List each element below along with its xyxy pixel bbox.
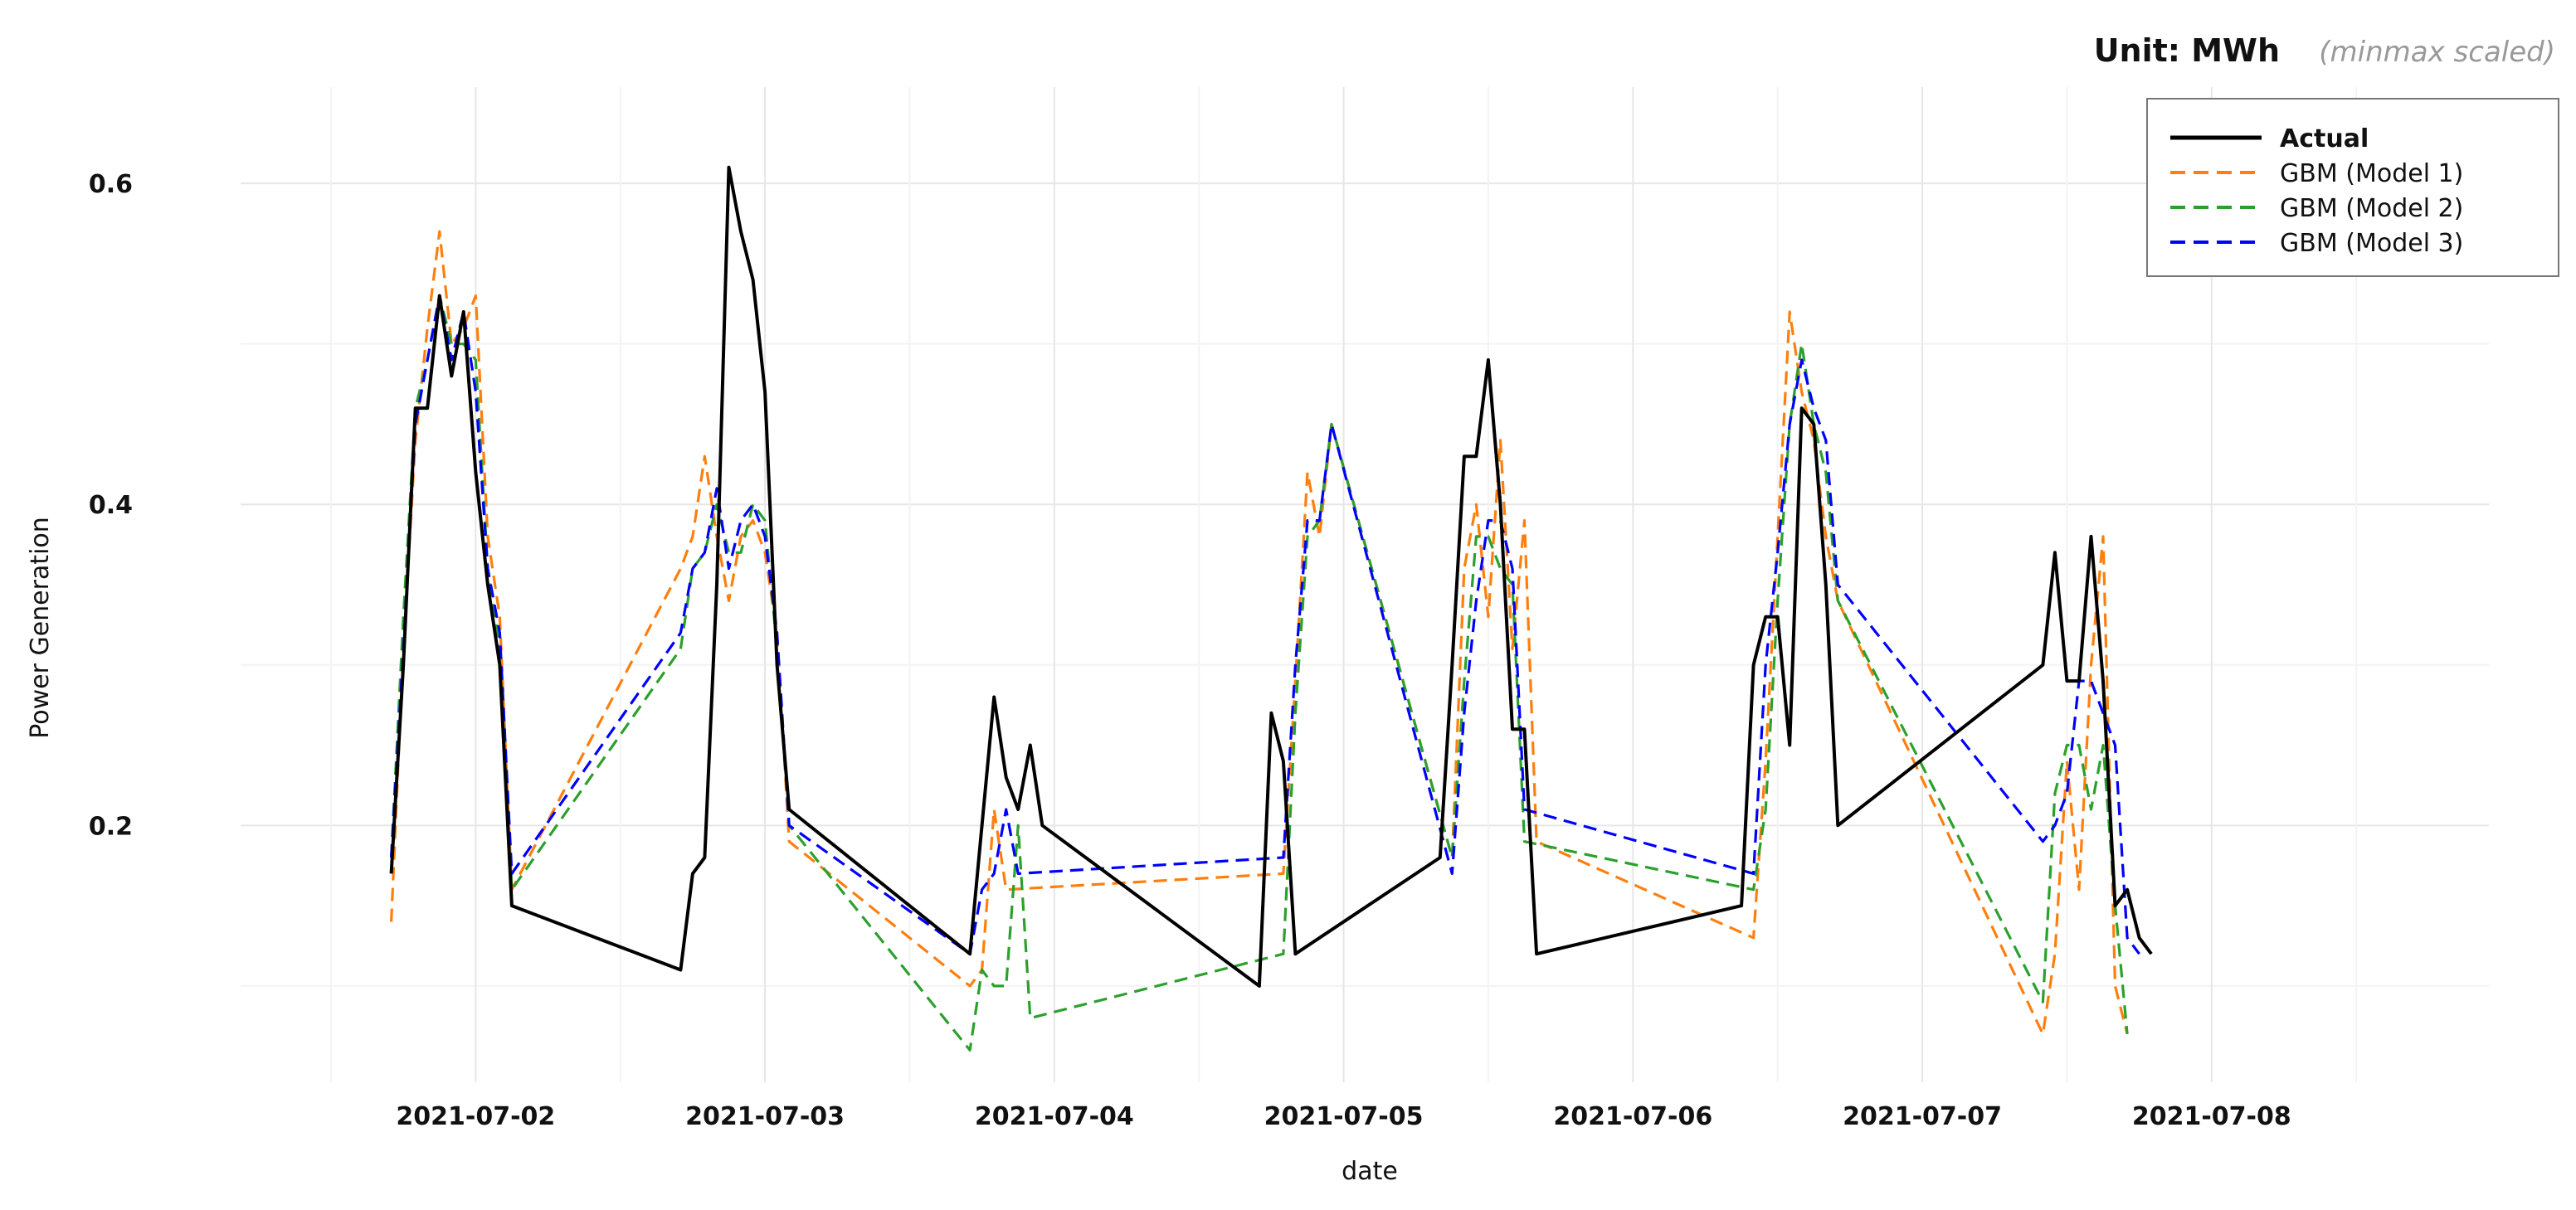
legend-box — [2146, 98, 2559, 277]
y-axis-label: Power Generation — [26, 517, 55, 739]
series-line-gbm-model-1 — [390, 230, 2129, 1036]
unit-label: Unit: MWh — [2094, 32, 2280, 69]
x-tick-label: 2021-07-03 — [685, 1102, 845, 1131]
x-tick-label: 2021-07-04 — [975, 1102, 1134, 1131]
y-axis-ticks: 0.2 0.4 0.6 — [89, 170, 133, 841]
legend-label: GBM (Model 3) — [2280, 229, 2463, 258]
x-tick-label: 2021-07-06 — [1553, 1102, 1712, 1131]
x-tick-label: 2021-07-07 — [1843, 1102, 2002, 1131]
grid — [241, 87, 2489, 1082]
series-layer — [389, 165, 2153, 1052]
y-tick-label: 0.6 — [89, 170, 133, 199]
legend: Actual GBM (Model 1) GBM (Model 2) GBM (Mod… — [2146, 98, 2559, 277]
x-tick-label: 2021-07-02 — [396, 1102, 555, 1131]
x-tick-label: 2021-07-05 — [1264, 1102, 1424, 1131]
series-line-gbm-model-2 — [390, 294, 2129, 1052]
series-line-actual — [389, 165, 2153, 988]
y-tick-label: 0.4 — [89, 491, 133, 520]
x-axis-ticks: 2021-07-02 2021-07-03 2021-07-04 2021-07-05… — [396, 1102, 2291, 1131]
unit-note: (minmax scaled) — [2319, 36, 2555, 69]
x-tick-label: 2021-07-08 — [2132, 1102, 2291, 1131]
legend-label: Actual — [2280, 124, 2369, 153]
legend-label: GBM (Model 2) — [2280, 194, 2463, 223]
y-tick-label: 0.2 — [89, 812, 133, 841]
x-axis-label: date — [1342, 1157, 1398, 1186]
legend-label: GBM (Model 1) — [2280, 159, 2463, 188]
series-line-gbm-model-3 — [390, 294, 2140, 955]
